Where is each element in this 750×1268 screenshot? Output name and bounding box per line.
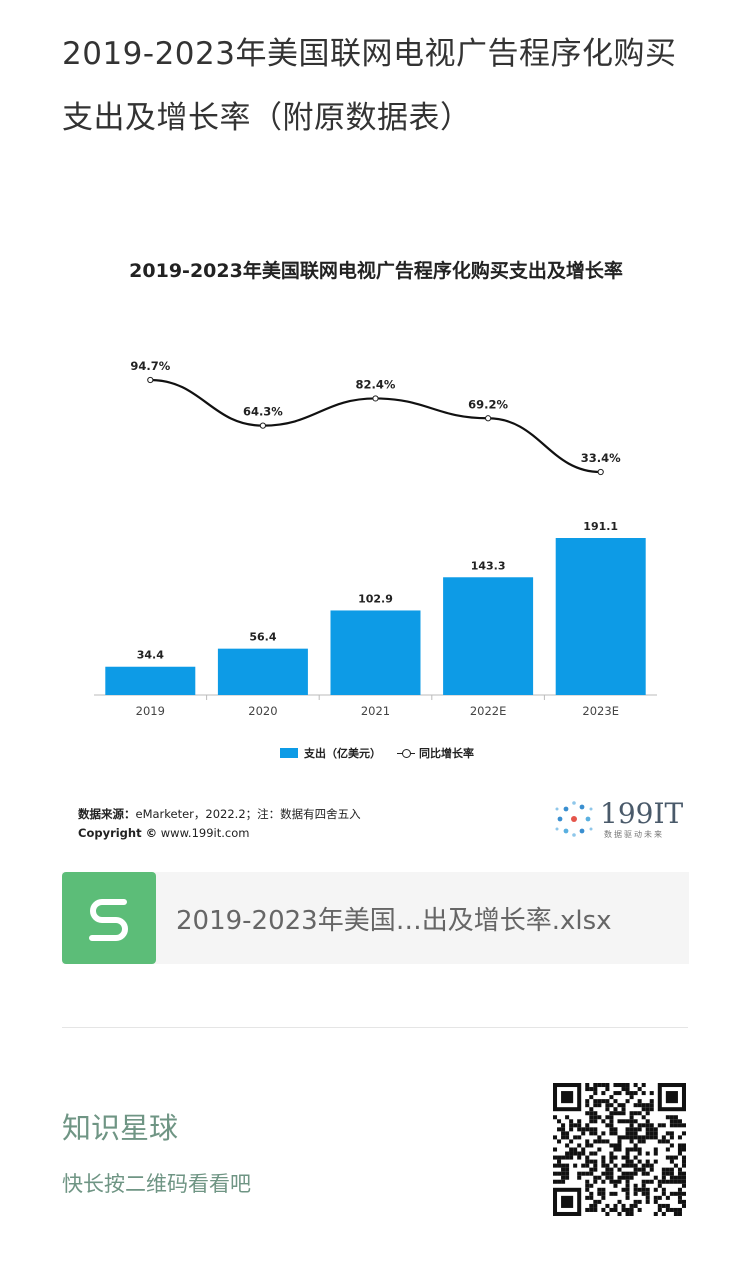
growth-line [150, 378, 601, 474]
chart-title: 2019-2023年美国联网电视广告程序化购买支出及增长率 [129, 260, 623, 282]
growth-label-2020: 64.3% [243, 405, 283, 419]
bar-label-2023E: 191.1 [583, 520, 618, 533]
attachment-file-name[interactable]: 2019-2023年美国…出及增长率.xlsx [176, 906, 612, 936]
x-tick-2023E: 2023E [582, 704, 619, 718]
chart-legend: 支出（亿美元） 同比增长率 [280, 745, 474, 761]
copyright-label: Copyright © [78, 826, 158, 840]
x-tick-2021: 2021 [361, 704, 390, 718]
legend-line-label: 同比增长率 [419, 747, 474, 760]
x-tick-2019: 2019 [136, 704, 165, 718]
spreadsheet-s-icon [62, 872, 156, 964]
legend-bar-swatch [280, 748, 298, 758]
growth-point-2023E [597, 468, 604, 476]
bar-label-2019: 34.4 [137, 649, 164, 662]
growth-point-2021 [372, 395, 379, 402]
qr-code-icon[interactable] [553, 1083, 686, 1216]
growth-point-2020 [259, 422, 266, 429]
bar-label-2020: 56.4 [249, 631, 276, 644]
bar-2020 [217, 648, 308, 695]
logo-text: 199IT [600, 797, 684, 830]
growth-label-2023E: 33.4% [581, 451, 621, 465]
bar-label-2021: 102.9 [358, 592, 393, 605]
bar-2021 [330, 610, 421, 695]
source-note: 数据来源：eMarketer，2022.2；注：数据有四舍五入 Copyrigh… [78, 805, 361, 843]
attachment-card[interactable]: 2019-2023年美国…出及增长率.xlsx [62, 872, 689, 964]
logo-subtext: 数据驱动未来 [604, 830, 664, 839]
logo-199it: 199IT 数据驱动未来 [552, 795, 692, 845]
bar-2022E [443, 577, 534, 695]
chart-figure: 2019-2023年美国联网电视广告程序化购买支出及增长率 34.4 2019 56… [62, 240, 690, 850]
growth-point-2022E [485, 415, 492, 422]
chart-svg: 34.4 2019 56.4 2020 102.9 2021 143.3 2022E 191.1… [94, 359, 657, 718]
x-tick-2020: 2020 [248, 704, 277, 718]
growth-label-2021: 82.4% [356, 377, 396, 391]
article-title: 2019-2023年美国联网电视广告程序化购买支出及增长率（附原数据表） [62, 36, 677, 136]
growth-point-2019 [147, 376, 154, 384]
copyright-text: www.199it.com [160, 826, 250, 840]
promo-title: 知识星球 [62, 1111, 179, 1145]
legend-line-swatch [397, 748, 415, 758]
bar-label-2022E: 143.3 [471, 559, 506, 572]
section-divider [62, 1027, 688, 1028]
legend-bar-label: 支出（亿美元） [304, 747, 381, 760]
promo-subtitle: 快长按二维码看看吧 [62, 1172, 251, 1196]
bar-2023E [555, 538, 646, 695]
x-tick-2022E: 2022E [470, 704, 507, 718]
growth-label-2019: 94.7% [130, 359, 170, 373]
source-label: 数据来源： [78, 807, 136, 821]
source-text: eMarketer，2022.2；注：数据有四舍五入 [135, 807, 361, 821]
logo-dots-icon [555, 801, 593, 837]
growth-label-2022E: 69.2% [468, 397, 508, 411]
bar-2019 [105, 666, 196, 695]
